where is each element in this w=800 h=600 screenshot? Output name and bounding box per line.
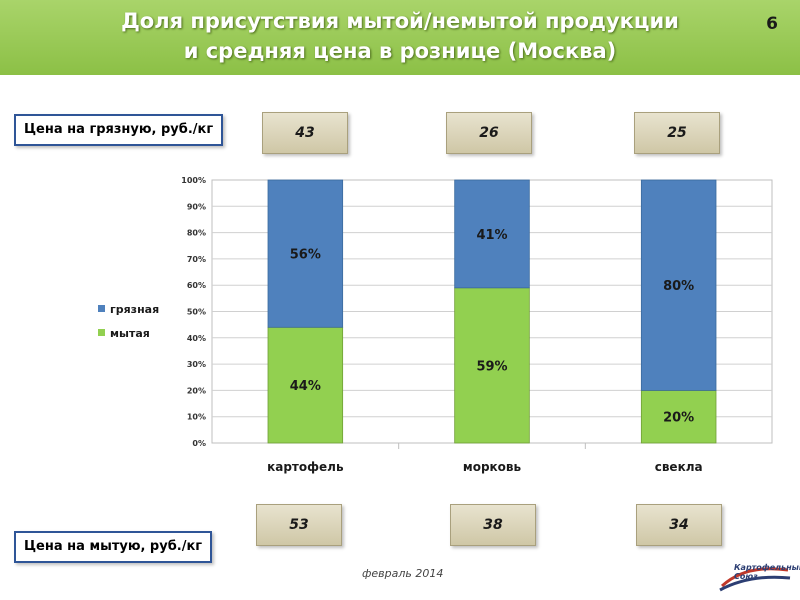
data-label: 20% bbox=[663, 411, 694, 426]
bar-dirty bbox=[640, 179, 717, 391]
y-tick-label: 100% bbox=[181, 176, 206, 185]
x-tick-label: картофель bbox=[267, 460, 344, 474]
washed-price-carrot: 38 bbox=[450, 504, 536, 546]
data-label: 59% bbox=[476, 359, 507, 374]
footer-date: февраль 2014 bbox=[362, 567, 444, 580]
data-label: 80% bbox=[663, 279, 694, 294]
page-title: Доля присутствия мытой/немытой продукции… bbox=[0, 6, 800, 66]
logo-text: Картофельный Союз bbox=[734, 563, 800, 581]
y-tick-label: 0% bbox=[192, 439, 206, 448]
legend-swatch bbox=[98, 329, 105, 336]
y-tick-label: 20% bbox=[187, 386, 206, 395]
bar-washed bbox=[267, 326, 344, 444]
data-label: 56% bbox=[290, 248, 321, 263]
page-number: 6 bbox=[766, 14, 778, 34]
dirty-price-potato: 43 bbox=[262, 112, 348, 154]
washed-price-beet: 34 bbox=[636, 504, 722, 546]
legend-swatch bbox=[98, 305, 105, 312]
dirty-price-beet: 25 bbox=[634, 112, 720, 154]
x-tick-label: свекла bbox=[655, 460, 703, 474]
y-tick-label: 80% bbox=[187, 229, 206, 238]
washed-price-potato: 53 bbox=[256, 504, 342, 546]
bar-dirty bbox=[267, 179, 344, 328]
y-tick-label: 50% bbox=[187, 308, 206, 317]
dirty-price-label: Цена на грязную, руб./кг bbox=[14, 114, 224, 146]
title-line-1: Доля присутствия мытой/немытой продукции bbox=[121, 9, 679, 33]
bar-washed bbox=[640, 389, 717, 444]
dirty-price-carrot: 26 bbox=[446, 112, 532, 154]
bar-washed bbox=[454, 287, 530, 444]
washed-price-label: Цена на мытую, руб./кг bbox=[14, 531, 213, 563]
y-tick-label: 40% bbox=[187, 334, 206, 343]
y-tick-label: 10% bbox=[187, 413, 206, 422]
stacked-bar-chart: 0% 10% 20% 30% 40% 50% 60% 70% 80% 90% 100% 44% 56% к… bbox=[98, 176, 773, 474]
y-tick-label: 60% bbox=[187, 281, 206, 290]
legend-label: мытая bbox=[110, 327, 150, 340]
title-bar bbox=[0, 0, 800, 75]
y-tick-label: 30% bbox=[187, 360, 206, 369]
x-tick-label: морковь bbox=[463, 460, 522, 474]
title-line-2: и средняя цена в рознице (Москва) bbox=[183, 39, 617, 63]
legend-label: грязная bbox=[110, 303, 159, 316]
data-label: 44% bbox=[290, 379, 321, 394]
logo-swoosh-icon bbox=[719, 567, 791, 592]
bar-dirty bbox=[454, 179, 530, 289]
y-tick-label: 90% bbox=[187, 202, 206, 211]
y-tick-label: 70% bbox=[187, 255, 206, 264]
data-label: 41% bbox=[476, 228, 507, 243]
